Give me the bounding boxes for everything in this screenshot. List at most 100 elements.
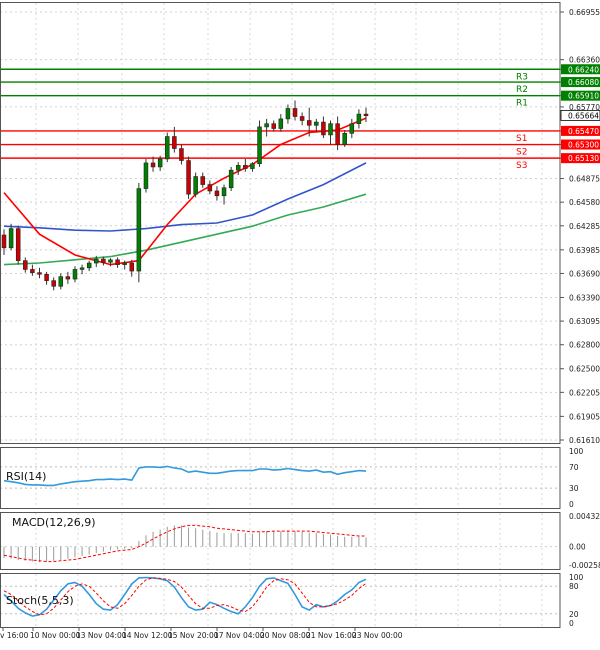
time-tick-label: 10 Nov 00:00 [30, 631, 81, 640]
price-tick-label: 0.62205 [569, 388, 600, 397]
candles-layer [1, 100, 369, 291]
macd-signal-line [3, 524, 366, 563]
candle-body [257, 126, 262, 165]
macd-tick-label: -0.002586 [569, 561, 600, 570]
candle-body [264, 123, 269, 128]
candle-body [8, 228, 14, 249]
candle-body [1, 234, 7, 249]
candle-body [58, 276, 64, 287]
stoch-tick-label: 100 [569, 573, 584, 582]
price-tick-label: 0.62500 [569, 365, 600, 374]
candle-body [356, 113, 362, 125]
price-tick-label: 0.66955 [569, 8, 600, 17]
candle-body [129, 262, 135, 272]
ma-mid-line [3, 162, 367, 232]
level-price-tag-bg [561, 139, 600, 150]
candle-body [23, 260, 28, 270]
time-tick-label: 17 Nov 04:00 [214, 631, 265, 640]
rsi-label: RSI(14) [6, 470, 46, 483]
candle-body [200, 176, 205, 185]
price-tick-label: 0.62800 [569, 341, 600, 350]
macd-label: MACD(12,26,9) [12, 516, 96, 529]
candle-body [30, 269, 35, 273]
time-tick-label: 23 Nov 00:00 [352, 631, 403, 640]
price-tick-label: 0.64580 [569, 198, 600, 207]
rsi-panel-frame [0, 447, 561, 509]
candle-body [186, 160, 191, 195]
time-tick-label: 13 Nov 04:00 [76, 631, 127, 640]
level-name-s1: S1 [516, 134, 527, 144]
level-name-r2: R2 [516, 85, 528, 95]
level-price-tag-bg [561, 90, 600, 101]
price-tick-label: 0.66360 [569, 56, 600, 65]
candle-body [363, 113, 369, 116]
price-tick-label: 0.61610 [569, 436, 600, 445]
candle-body [15, 228, 21, 261]
current-price-tag-bg [560, 109, 600, 121]
candle-body [193, 176, 198, 195]
stoch-k-line [3, 576, 367, 617]
candle-body [243, 165, 248, 169]
candle-body [250, 163, 255, 169]
level-price-tag: 0.65910 [568, 92, 599, 101]
candle-body [328, 123, 333, 136]
level-price-tag-bg [561, 77, 600, 88]
moving-averages-layer [3, 117, 367, 266]
frame-layer [0, 2, 564, 631]
candle-body [321, 121, 326, 136]
price-tick-label: 0.61905 [569, 412, 600, 421]
level-price-tag: 0.65300 [568, 141, 599, 150]
rsi-line [3, 465, 367, 487]
level-price-tag-bg [561, 125, 600, 136]
candle-body [165, 136, 170, 160]
candle-body [94, 258, 99, 264]
candle-body [172, 136, 177, 149]
price-tick-label: 0.63985 [569, 246, 600, 255]
price-tick-label: 0.63390 [569, 293, 600, 302]
candle-body [314, 121, 319, 126]
candle-body [349, 123, 355, 134]
candle-body [65, 276, 71, 280]
candle-body [79, 267, 85, 270]
level-name-r1: R1 [516, 99, 528, 109]
candle-body [115, 259, 120, 265]
price-tick-label: 0.63095 [569, 317, 600, 326]
level-price-tag-bg [561, 64, 600, 75]
candle-body [228, 169, 234, 189]
level-name-s2: S2 [516, 148, 527, 158]
macd-tick-label: 0.004324 [569, 512, 600, 521]
candle-body [179, 148, 184, 161]
stoch-tick-label: 0 [569, 619, 574, 628]
time-tick-label: 14 Nov 12:00 [122, 631, 173, 640]
main-panel-frame [0, 2, 561, 444]
ma-slow-line [3, 193, 367, 266]
price-tick-label: 0.64285 [569, 222, 600, 231]
stoch-d-line [3, 577, 367, 616]
level-price-tag: 0.65130 [568, 154, 599, 163]
macd-panel-frame [0, 512, 561, 570]
rsi-tick-label: 70 [569, 463, 579, 472]
stoch-label: Stoch(5,5,3) [6, 594, 74, 607]
time-tick-label: v 16:00 [0, 631, 29, 640]
candle-body [335, 123, 340, 145]
candle-body [86, 262, 92, 269]
price-tick-label: 0.65770 [569, 103, 600, 112]
candle-body [101, 258, 106, 263]
level-price-tag-bg [561, 153, 600, 164]
macd-tick-label: 0.00 [569, 543, 586, 552]
stoch-tick-label: 20 [569, 610, 579, 619]
ma-fast-line [3, 117, 367, 266]
candle-body [122, 262, 127, 265]
candle-body [221, 187, 227, 197]
stoch-panel-frame [0, 573, 561, 628]
candle-body [278, 118, 284, 129]
rsi-tick-label: 0 [569, 500, 574, 509]
level-price-tag: 0.66080 [568, 78, 599, 87]
level-price-tag: 0.65470 [568, 127, 599, 136]
price-tick-label: 0.63690 [569, 269, 600, 278]
candle-body [143, 162, 149, 189]
candle-body [299, 116, 305, 121]
